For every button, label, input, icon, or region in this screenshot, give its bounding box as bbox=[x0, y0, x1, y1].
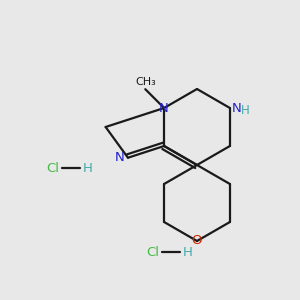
Text: N: N bbox=[115, 151, 125, 164]
Text: N: N bbox=[232, 101, 242, 115]
Text: N: N bbox=[159, 101, 169, 115]
Text: Cl: Cl bbox=[146, 245, 160, 259]
Text: Cl: Cl bbox=[46, 161, 59, 175]
Text: H: H bbox=[183, 245, 193, 259]
Text: H: H bbox=[241, 103, 250, 116]
Text: CH₃: CH₃ bbox=[135, 77, 156, 87]
Text: H: H bbox=[83, 161, 93, 175]
Text: O: O bbox=[192, 235, 202, 248]
